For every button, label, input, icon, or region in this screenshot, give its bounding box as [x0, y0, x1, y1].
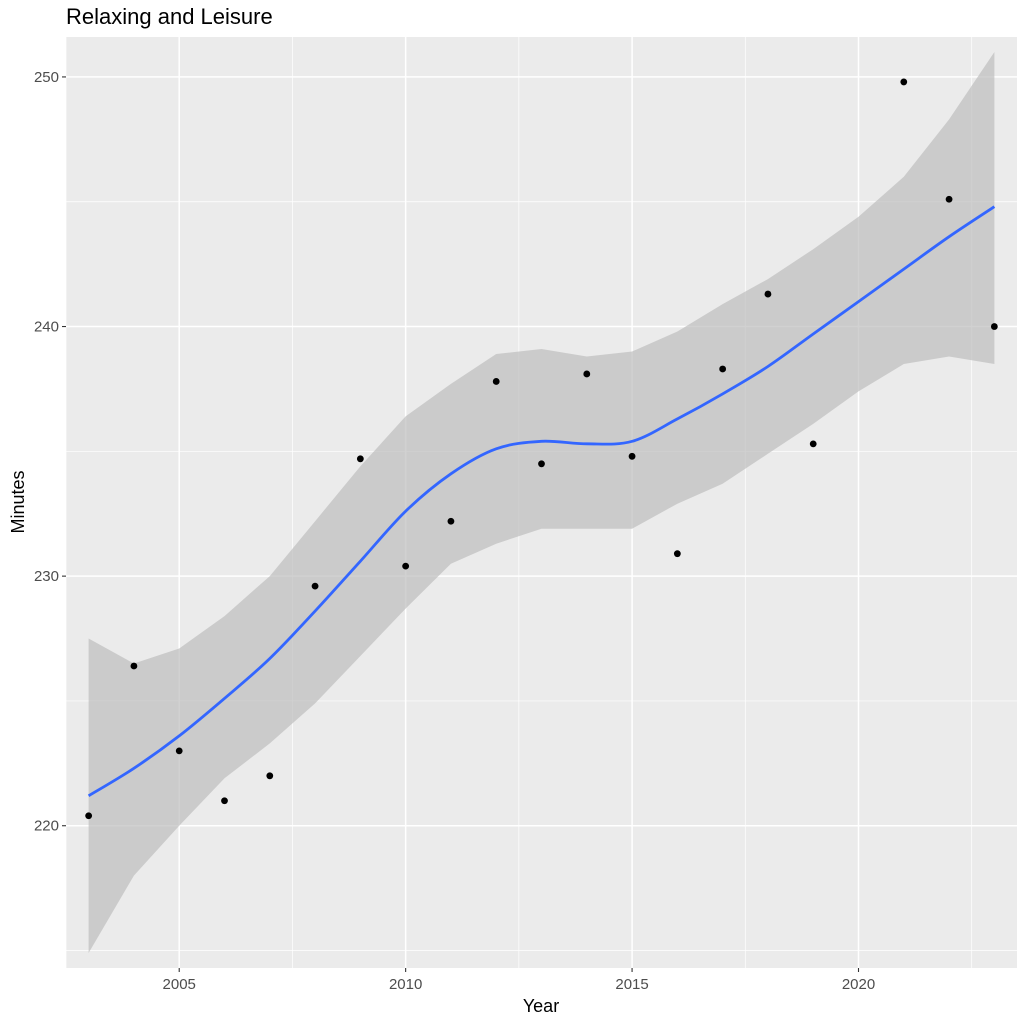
data-point [175, 747, 183, 755]
data-point [356, 455, 364, 463]
data-point [809, 440, 817, 448]
x-axis: 2005 2010 2015 2020 [163, 968, 875, 993]
chart-title: Relaxing and Leisure [66, 4, 273, 29]
data-point [221, 797, 228, 805]
data-point [628, 452, 636, 460]
data-point [990, 323, 998, 330]
x-axis-title: Year [523, 996, 559, 1016]
data-point [266, 772, 274, 780]
smooth-line [87, 205, 996, 797]
x-tick-label: 2010 [389, 976, 422, 993]
data-point [492, 378, 500, 385]
data-point [538, 460, 545, 468]
x-tick-label: 2020 [842, 976, 875, 993]
y-axis: 220 230 240 250 [34, 69, 66, 835]
y-tick-label: 250 [34, 69, 59, 86]
y-tick-label: 240 [34, 319, 59, 336]
y-axis-title: Minutes [8, 470, 28, 533]
data-point [402, 562, 410, 570]
data-point [900, 78, 908, 86]
data-point [85, 812, 93, 820]
y-tick-label: 220 [34, 818, 59, 835]
data-point [764, 290, 772, 298]
data-point [447, 517, 455, 525]
data-point [583, 370, 591, 378]
data-point [945, 195, 953, 203]
y-tick-label: 230 [34, 568, 59, 585]
data-point [673, 550, 681, 558]
x-tick-label: 2005 [163, 976, 196, 993]
data-point [719, 365, 727, 373]
confidence-ribbon-layer [88, 52, 995, 953]
x-tick-label: 2015 [615, 976, 648, 993]
data-point [311, 582, 319, 590]
data-point [130, 662, 138, 670]
confidence-ribbon [88, 52, 995, 953]
data-points [85, 78, 998, 820]
smooth-line-layer [87, 205, 996, 797]
